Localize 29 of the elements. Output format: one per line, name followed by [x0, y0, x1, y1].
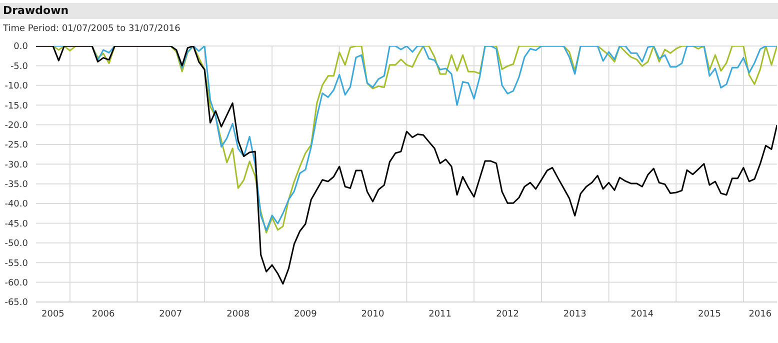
- x-tick-label: 2009: [294, 309, 318, 320]
- y-tick-label: -30.0: [4, 160, 28, 170]
- chart-subtitle: Time Period: 01/07/2005 to 31/07/2016: [3, 24, 180, 34]
- chart-title: Drawdown: [3, 4, 69, 17]
- y-tick-label: -10.0: [4, 82, 28, 92]
- y-tick-label: -55.0: [4, 258, 28, 269]
- line-series: [36, 46, 777, 285]
- y-tick-label: -5.0: [10, 62, 28, 72]
- y-tick-label: -20.0: [4, 120, 28, 131]
- y-tick-label: -45.0: [4, 219, 28, 230]
- y-tick-label: -25.0: [4, 140, 28, 151]
- x-tick-label: 2008: [226, 309, 250, 320]
- x-tick-label: 2012: [496, 309, 520, 320]
- y-tick-label: -35.0: [4, 180, 28, 190]
- y-tick-label: -65.0: [4, 298, 28, 308]
- x-tick-label: 2005: [42, 309, 64, 320]
- x-tick-label: 2006: [92, 309, 116, 320]
- x-tick-label: 2011: [428, 309, 452, 320]
- x-tick-label: 2015: [698, 309, 721, 320]
- y-tick-label: -40.0: [4, 200, 28, 210]
- x-tick-label: 2007: [159, 309, 182, 320]
- x-tick-label: 2016: [748, 309, 772, 320]
- x-tick-label: 2014: [630, 309, 654, 320]
- y-tick-label: 0.0: [14, 42, 28, 52]
- y-tick-label: -15.0: [4, 101, 28, 112]
- y-tick-label: -60.0: [4, 278, 28, 289]
- y-tick-label: -50.0: [4, 239, 28, 250]
- x-tick-label: 2013: [563, 309, 586, 320]
- x-tick-label: 2010: [361, 309, 384, 320]
